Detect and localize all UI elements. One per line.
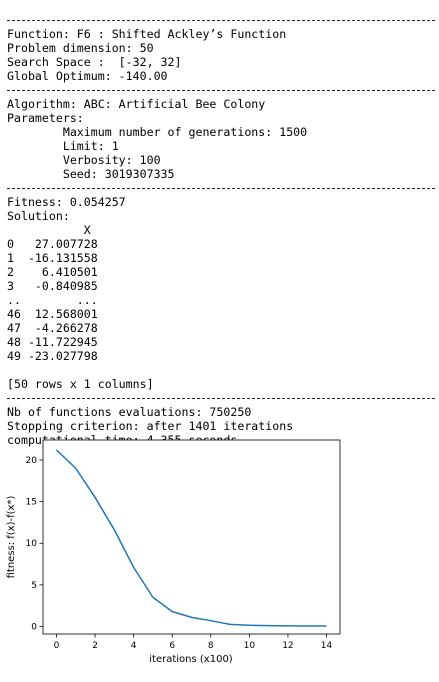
x-tick-label: 14: [321, 641, 333, 651]
output-line: 47 -4.266278: [7, 321, 98, 335]
output-line: Problem dimension: 50: [7, 41, 154, 55]
output-line: Verbosity: 100: [7, 153, 161, 167]
y-tick-label: 5: [31, 581, 37, 591]
output-line: Function: F6 : Shifted Ackley’s Function: [7, 27, 287, 41]
output-line: Stopping criterion: after 1401 iteration…: [7, 419, 294, 433]
y-axis-label: fitness: f(x)-f(x*): [6, 496, 17, 579]
x-tick-label: 2: [92, 641, 98, 651]
output-line: [50 rows x 1 columns]: [7, 377, 154, 391]
output-line: Parameters:: [7, 111, 84, 125]
output-line: Maximum number of generations: 1500: [7, 125, 308, 139]
fitness-chart: 0 2 4 6 8 10 12 14 0 5 10 15 20 iterations (x100) f…: [6, 439, 341, 665]
output-line: 46 12.568001: [7, 307, 98, 321]
output-line: 49 -23.027798: [7, 349, 98, 363]
x-tick-label: 0: [54, 641, 60, 651]
output-line: 3 -0.840985: [7, 279, 98, 293]
series-line: [55, 449, 327, 627]
x-tick-label: 4: [131, 641, 137, 651]
output-line: Seed: 3019307335: [7, 167, 175, 181]
x-tick-label: 8: [208, 641, 214, 651]
y-tick-label: 20: [26, 456, 38, 466]
y-tick-label: 15: [26, 498, 37, 508]
output-line: Search Space : [-32, 32]: [7, 55, 182, 69]
separator-line: [7, 13, 435, 27]
output-line: Solution:: [7, 209, 70, 223]
x-tick-label: 12: [282, 641, 293, 651]
output-line: Algorithm: ABC: Artificial Bee Colony: [7, 97, 266, 111]
output-line: 0 27.007728: [7, 237, 98, 251]
output-line: X: [7, 223, 91, 237]
output-line: Fitness: 0.054257: [7, 195, 126, 209]
x-tick-label: 6: [169, 641, 175, 651]
x-axis-ticks: 0 2 4 6 8 10 12 14: [54, 634, 333, 651]
output-line: .. ...: [7, 293, 98, 307]
output-line: 2 6.410501: [7, 265, 98, 279]
y-axis-ticks: 0 5 10 15 20: [26, 456, 43, 633]
y-tick-label: 10: [26, 539, 38, 549]
output-line: Global Optimum: -140.00: [7, 69, 168, 83]
output-line: 48 -11.722945: [7, 335, 98, 349]
y-tick-label: 0: [31, 623, 37, 633]
console-output: Function: F6 : Shifted Ackley’s Function…: [7, 13, 435, 447]
plot-area: [42, 439, 341, 635]
x-tick-label: 10: [244, 641, 256, 651]
output-line: 1 -16.131558: [7, 251, 98, 265]
separator-line: [7, 83, 435, 97]
separator-line: [7, 181, 435, 195]
x-axis-label: iterations (x100): [149, 654, 233, 665]
output-line: Nb of functions evaluations: 750250: [7, 405, 252, 419]
separator-line: [7, 391, 435, 405]
output-line: Limit: 1: [7, 139, 119, 153]
output-line: [7, 363, 435, 377]
